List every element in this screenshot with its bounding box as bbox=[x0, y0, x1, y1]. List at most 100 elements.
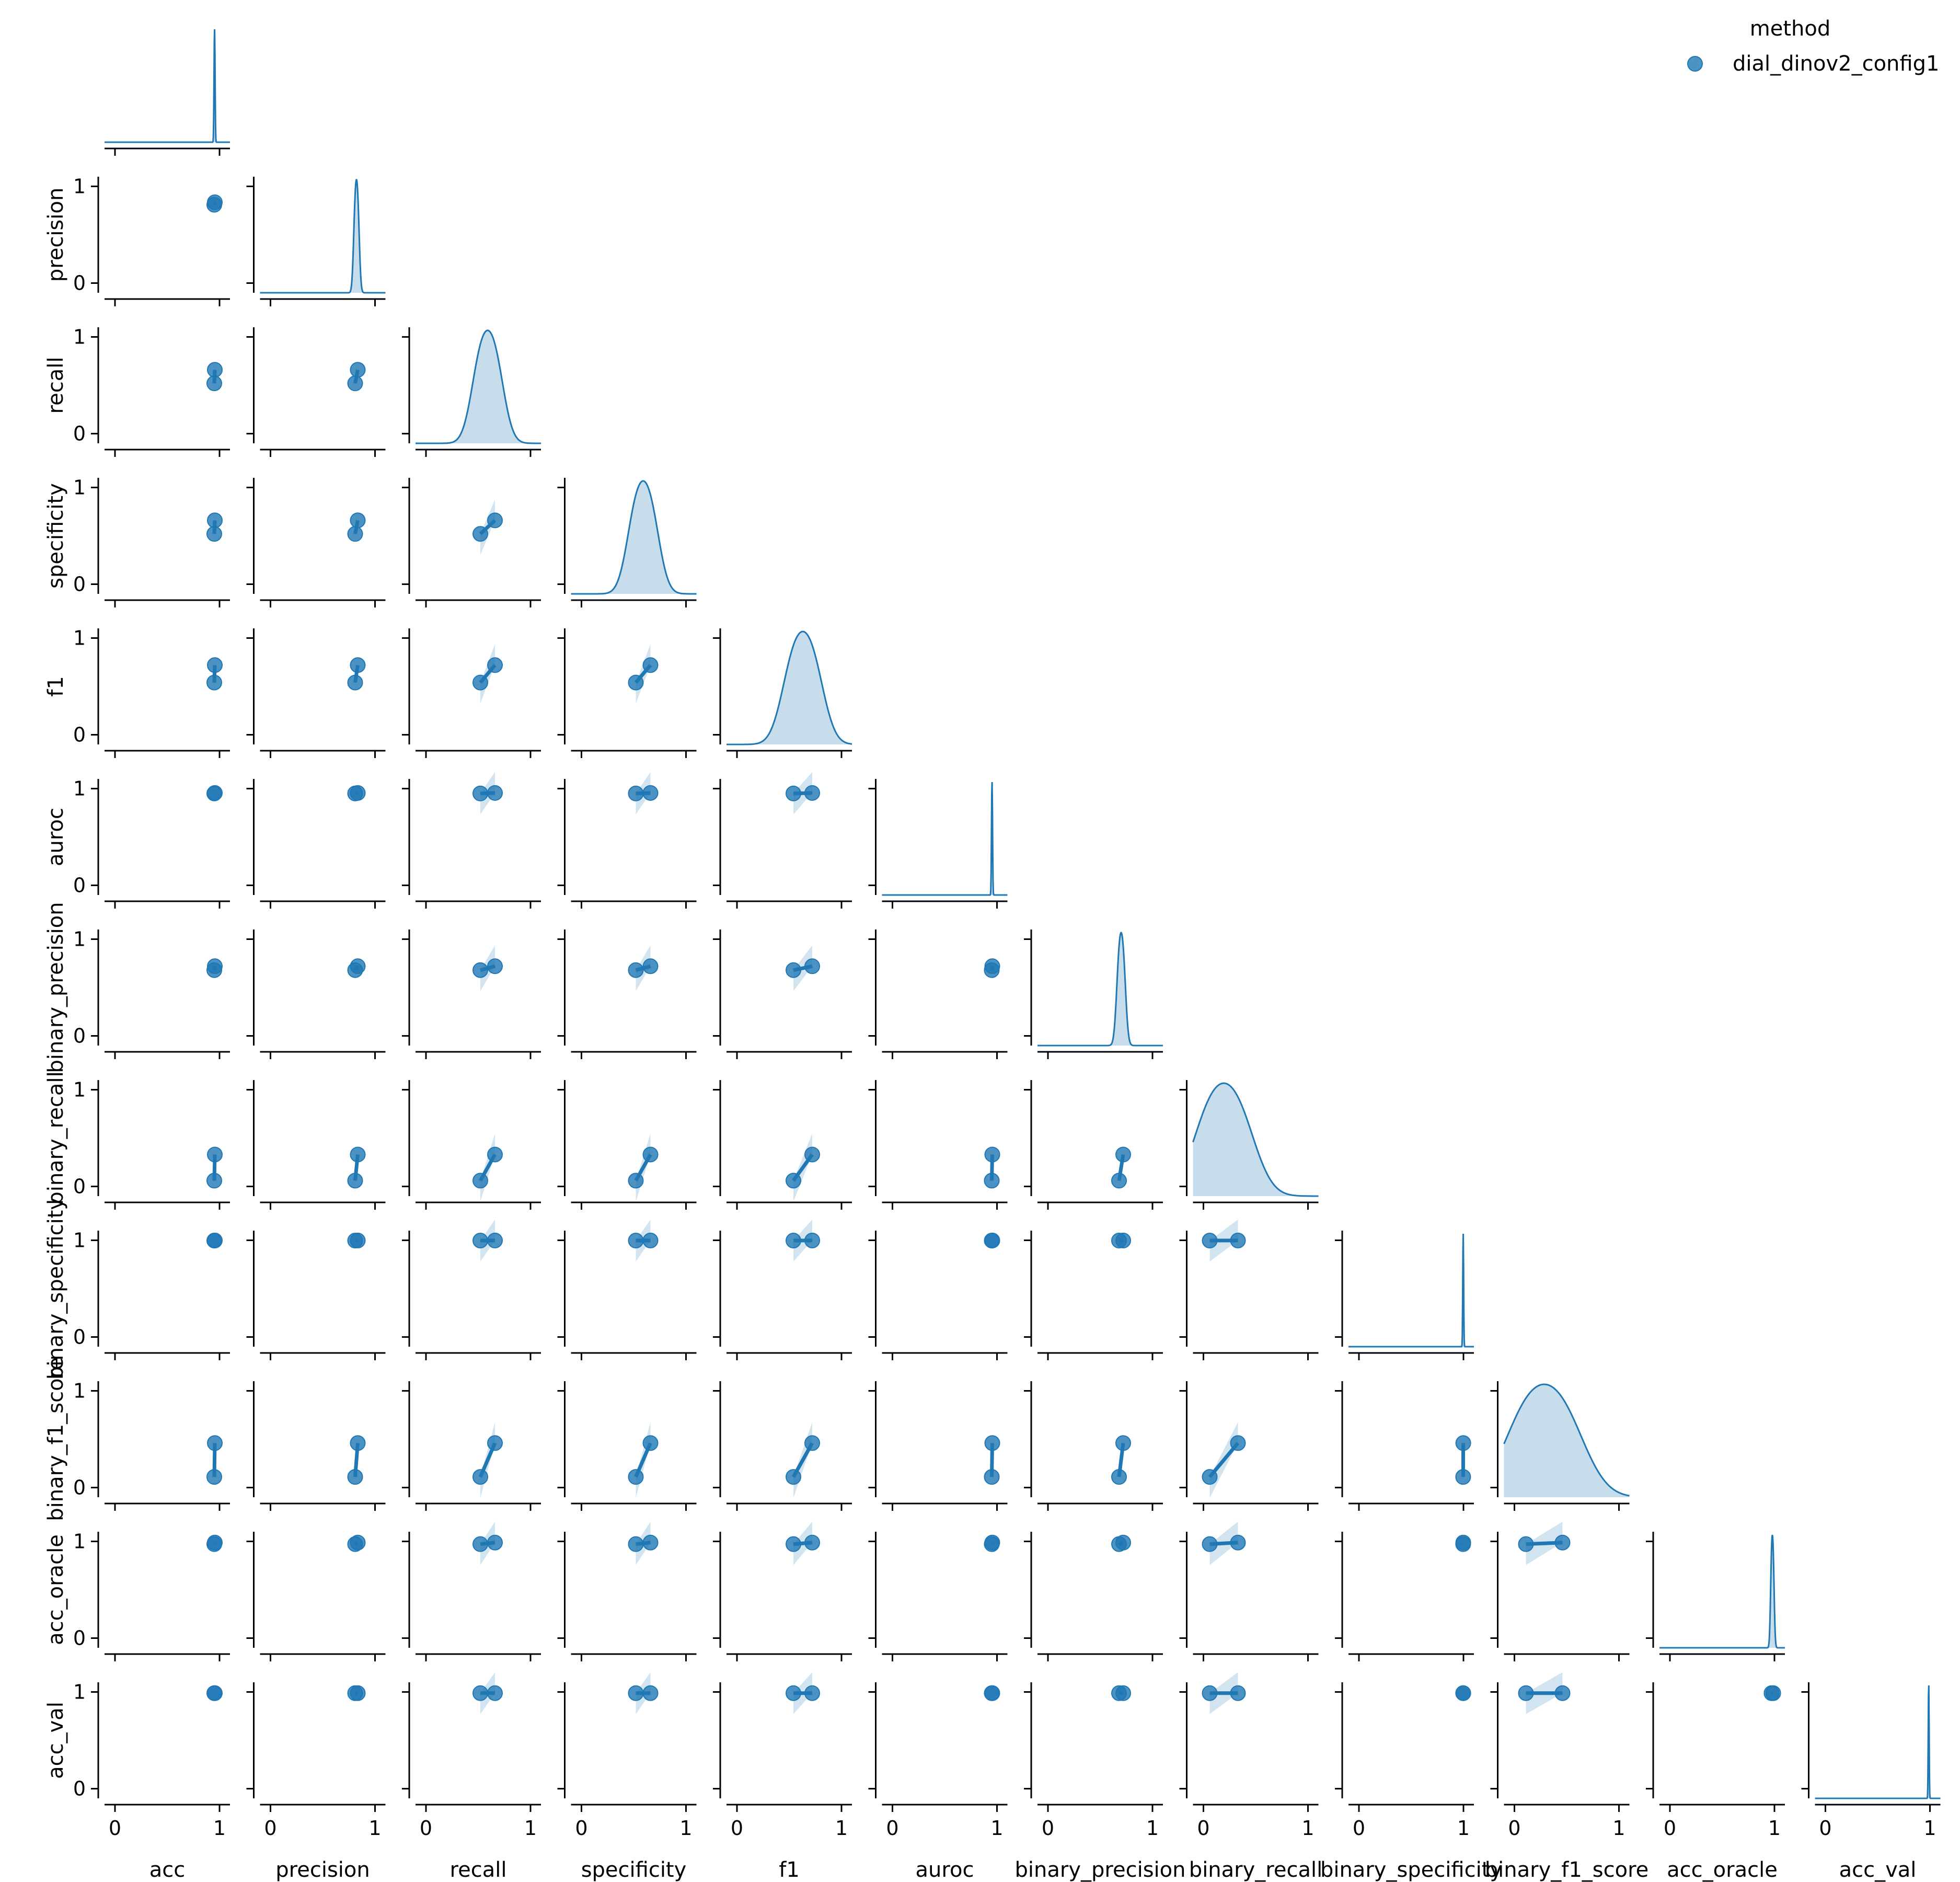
point bbox=[487, 785, 503, 801]
point bbox=[487, 1232, 503, 1248]
point bbox=[786, 962, 801, 978]
panel-f1-vs-precision bbox=[246, 628, 386, 758]
point bbox=[628, 1536, 644, 1552]
kde-fill-binary_precision bbox=[1037, 933, 1163, 1046]
point bbox=[984, 962, 1000, 978]
y-tick-label: 0 bbox=[73, 724, 86, 747]
panel-acc_val-vs-precision: 0 1 precision bbox=[246, 1682, 386, 1882]
y-tick-label: 0 bbox=[73, 1326, 86, 1349]
point bbox=[804, 1685, 820, 1701]
kde-curve-auroc bbox=[882, 782, 1008, 896]
y-tick-label: 0 bbox=[73, 1777, 86, 1800]
point bbox=[472, 674, 488, 691]
panel-binary_specificity-vs-precision bbox=[246, 1231, 386, 1360]
point bbox=[984, 1536, 1000, 1552]
point bbox=[207, 362, 223, 378]
kde-fill-recall bbox=[416, 330, 541, 443]
point bbox=[1111, 1536, 1127, 1552]
y-tick-label: 0 bbox=[73, 874, 86, 897]
panel-binary_recall-vs-precision bbox=[246, 1080, 386, 1210]
point bbox=[642, 1534, 659, 1551]
point bbox=[984, 1233, 1000, 1249]
panel-binary_specificity-vs-binary_precision bbox=[1024, 1231, 1163, 1360]
panel-binary_specificity-vs-binary_recall bbox=[1179, 1219, 1319, 1360]
kde-curve-binary_specificity bbox=[1348, 1233, 1474, 1348]
point bbox=[347, 1536, 363, 1552]
point bbox=[1455, 1685, 1471, 1701]
y-axis-label: binary_specificity bbox=[44, 1198, 68, 1380]
point bbox=[472, 526, 488, 542]
point bbox=[206, 1173, 222, 1189]
point bbox=[347, 785, 363, 801]
x-tick-label: 0 bbox=[731, 1817, 743, 1840]
point bbox=[472, 1685, 488, 1701]
point bbox=[984, 1146, 1000, 1163]
x-tick-label: 1 bbox=[1923, 1817, 1936, 1840]
point bbox=[472, 1233, 488, 1249]
y-tick-label: 0 bbox=[73, 1476, 86, 1499]
point bbox=[347, 1233, 363, 1249]
point bbox=[1202, 1469, 1218, 1485]
point bbox=[628, 785, 644, 801]
y-axis-label: binary_precision bbox=[44, 902, 68, 1073]
x-tick-label: 0 bbox=[1664, 1817, 1676, 1840]
point bbox=[206, 1233, 222, 1249]
y-axis-label: precision bbox=[44, 188, 68, 282]
x-tick-label: 0 bbox=[264, 1817, 276, 1840]
kde-curve-binary_recall bbox=[1192, 1082, 1319, 1197]
panel-auroc-vs-f1 bbox=[713, 772, 852, 909]
point bbox=[1111, 1233, 1127, 1249]
kde-fill-precision bbox=[260, 180, 386, 293]
panel-binary_precision-vs-precision bbox=[246, 929, 386, 1059]
x-axis-label: binary_recall bbox=[1189, 1858, 1322, 1882]
panel-f1-vs-specificity bbox=[557, 628, 697, 758]
point bbox=[628, 1233, 644, 1249]
y-tick-label: 1 bbox=[73, 476, 86, 499]
point bbox=[206, 674, 222, 691]
panel-specificity-vs-specificity bbox=[557, 478, 697, 607]
point bbox=[472, 962, 488, 978]
point bbox=[628, 1685, 644, 1701]
panel-binary_recall-vs-specificity bbox=[557, 1080, 697, 1210]
x-axis-label: precision bbox=[275, 1858, 370, 1882]
panel-specificity-vs-precision bbox=[246, 478, 386, 607]
panel-acc_val-vs-specificity: 0 1 specificity bbox=[557, 1672, 697, 1882]
x-tick-label: 1 bbox=[213, 1817, 226, 1840]
panel-auroc-vs-auroc bbox=[868, 779, 1008, 909]
point bbox=[786, 1536, 801, 1552]
point bbox=[1111, 1469, 1127, 1485]
point bbox=[1455, 1435, 1471, 1451]
point bbox=[1455, 1536, 1471, 1552]
point bbox=[804, 1232, 820, 1248]
point bbox=[1202, 1233, 1218, 1249]
x-tick-label: 1 bbox=[1768, 1817, 1781, 1840]
point bbox=[642, 657, 659, 673]
panel-binary_specificity-vs-specificity bbox=[557, 1219, 697, 1360]
kde-fill-acc_val bbox=[1815, 1685, 1941, 1798]
y-axis-label: auroc bbox=[44, 808, 68, 866]
point bbox=[628, 674, 644, 691]
point bbox=[206, 375, 222, 392]
point bbox=[984, 1435, 1000, 1451]
panel-precision-vs-precision bbox=[246, 177, 386, 306]
y-tick-label: 0 bbox=[73, 1175, 86, 1198]
y-tick-label: 1 bbox=[73, 1681, 86, 1704]
kde-curve-acc_val bbox=[1815, 1685, 1941, 1799]
panel-f1-vs-acc: 0 1 f1 bbox=[44, 627, 230, 758]
y-tick-label: 1 bbox=[73, 627, 86, 650]
x-tick-label: 0 bbox=[575, 1817, 587, 1840]
legend-title: method bbox=[1750, 17, 1830, 41]
point bbox=[1111, 1685, 1127, 1701]
panel-binary_precision-vs-recall bbox=[402, 929, 541, 1059]
panel-binary_recall-vs-binary_precision bbox=[1024, 1080, 1163, 1210]
panel-acc_val-vs-acc: 0 1 0 1 acc acc_val bbox=[44, 1681, 230, 1882]
panel-auroc-vs-precision bbox=[246, 779, 386, 909]
y-axis-label: acc_oracle bbox=[44, 1534, 68, 1645]
point bbox=[628, 1173, 644, 1189]
point bbox=[1230, 1232, 1246, 1248]
panel-f1-vs-f1 bbox=[713, 628, 852, 758]
y-tick-label: 0 bbox=[73, 272, 86, 295]
